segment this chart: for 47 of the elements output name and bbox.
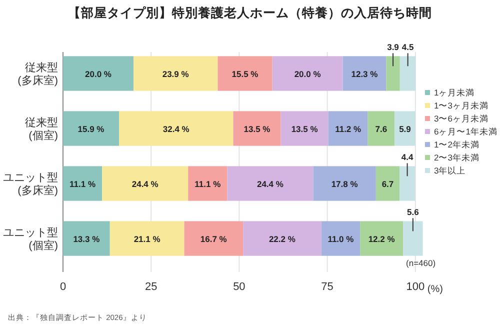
x-axis-title: (%) bbox=[427, 284, 443, 295]
data-label: 11.0 % bbox=[328, 234, 354, 244]
y-tick-label: 従来型 (多床室) bbox=[18, 61, 58, 87]
data-label: 32.4 % bbox=[162, 124, 190, 134]
data-label: 13.5 % bbox=[244, 124, 271, 134]
data-label: 22.2 % bbox=[268, 234, 296, 244]
x-tick-label: 25 bbox=[144, 281, 158, 293]
data-label: 11.1 % bbox=[70, 179, 96, 189]
y-tick-label: ユニット型 (個室) bbox=[3, 227, 58, 252]
data-label: 11.2 % bbox=[335, 124, 362, 134]
data-label: 3.9 bbox=[387, 42, 400, 52]
x-tick-label: 0 bbox=[60, 281, 66, 293]
data-label: 15.5 % bbox=[232, 69, 259, 79]
data-label: 17.8 % bbox=[331, 179, 358, 189]
legend-label: 3〜6ヶ月未満 bbox=[434, 114, 488, 124]
data-label: 6.7 bbox=[382, 179, 394, 189]
annotation: (n=460) bbox=[406, 258, 436, 268]
y-tick-label: 従来型 (個室) bbox=[25, 116, 58, 142]
data-label: 4.5 bbox=[402, 42, 414, 52]
legend-label: 1ヶ月未満 bbox=[434, 88, 475, 98]
data-label: 5.9 bbox=[399, 124, 412, 134]
legend-label: 3年以上 bbox=[434, 166, 466, 176]
data-label: 24.4 % bbox=[256, 179, 284, 189]
data-label: 24.4 % bbox=[132, 179, 159, 189]
x-tick-label: 100 bbox=[406, 281, 425, 293]
data-label: 11.1 % bbox=[194, 179, 222, 189]
data-label: 21.1 % bbox=[134, 234, 161, 244]
data-label: 23.9 % bbox=[162, 69, 190, 79]
data-label: 7.6 bbox=[375, 124, 388, 134]
data-label: 20.0 % bbox=[85, 69, 112, 79]
data-label: 12.2 % bbox=[368, 234, 396, 244]
data-label: 4.4 bbox=[401, 152, 414, 162]
data-label: 5.6 bbox=[407, 207, 420, 218]
legend-label: 6ヶ月〜1年未満 bbox=[434, 126, 498, 136]
legend-label: 1〜2年未満 bbox=[434, 140, 480, 150]
legend-label: 1〜3ヶ月未満 bbox=[434, 100, 488, 110]
data-label: 20.0 % bbox=[294, 69, 322, 79]
data-label: 16.7 % bbox=[200, 234, 228, 244]
data-label: 12.3 % bbox=[351, 69, 378, 79]
data-label: 13.5 % bbox=[291, 124, 318, 134]
y-tick-label: ユニット型 (多床室) bbox=[3, 172, 58, 197]
data-label: 13.3 % bbox=[73, 234, 100, 244]
x-tick-label: 75 bbox=[321, 281, 334, 293]
data-label: 15.9 % bbox=[78, 124, 105, 134]
x-tick-label: 50 bbox=[233, 281, 246, 293]
legend-label: 2〜3年未満 bbox=[434, 152, 480, 162]
chart-title: 【部屋タイプ別】特別養護老人ホーム（特養）の入居待ち時間 bbox=[68, 5, 432, 20]
